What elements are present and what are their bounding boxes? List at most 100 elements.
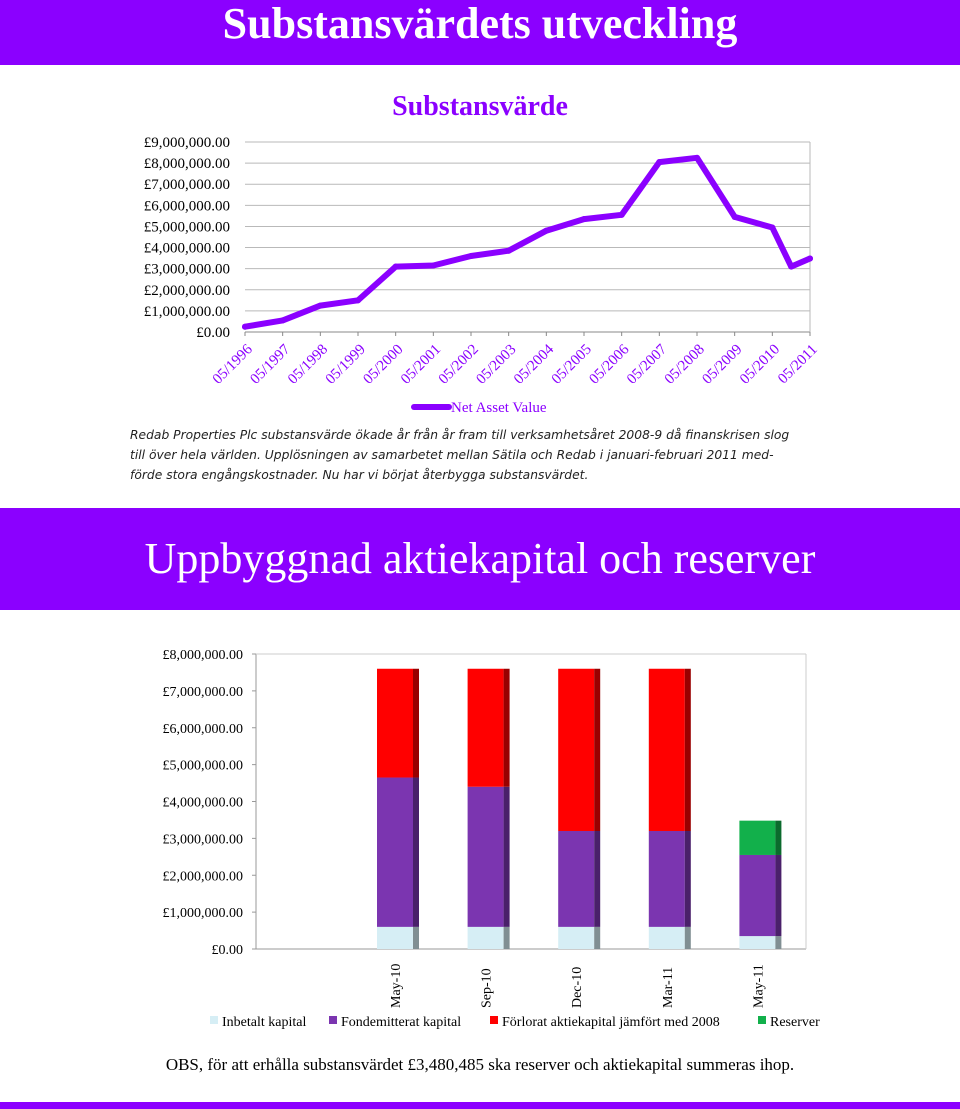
y-tick-label: £2,000,000.00 (163, 869, 244, 884)
bar-segment-side (413, 668, 419, 778)
x-tick-label: 05/2007 (624, 341, 670, 387)
bar-segment-side (775, 820, 782, 855)
data-point (543, 227, 550, 234)
bar-segment (467, 786, 504, 927)
bar-segment (648, 668, 685, 831)
data-point (355, 297, 361, 304)
bar-segment-side (775, 854, 782, 937)
y-tick-label: £3,000,000.00 (144, 262, 230, 278)
bar-segment (648, 831, 685, 927)
y-tick-label: £0.00 (196, 325, 230, 341)
chart-title: Substansvärde (392, 91, 568, 122)
y-tick-label: £5,000,000.00 (144, 219, 230, 235)
section-banner: Uppbyggnad aktiekapital och reserver (0, 508, 960, 610)
series-line-net-asset-value (242, 154, 813, 330)
bar-segment (739, 820, 776, 855)
y-tick-label: £2,000,000.00 (144, 283, 230, 299)
bar-segment-side (684, 831, 691, 927)
description-line-3: förde stora engångskostnader. Nu har vi … (130, 468, 589, 482)
x-tick-label: 05/2011 (775, 342, 821, 388)
note-text: OBS, för att erhålla substansvärdet £3,4… (165, 1055, 795, 1074)
bar-segment-side (503, 926, 510, 949)
bar-segment (377, 777, 413, 927)
x-tick-label: 05/2002 (436, 342, 482, 388)
x-tick-label: 05/2009 (699, 342, 745, 388)
y-tick-label: £1,000,000.00 (163, 906, 244, 921)
y-tick-label: £0.00 (212, 943, 244, 958)
data-point (769, 224, 776, 231)
x-tick-label: 05/2010 (737, 342, 783, 388)
data-point (505, 247, 512, 254)
bar-segment (467, 926, 504, 949)
x-tick-label: 05/2000 (360, 342, 406, 388)
x-tick-label: 05/1996 (210, 341, 256, 387)
bar-segment-side (684, 926, 691, 949)
x-tick-label: 05/2004 (511, 341, 557, 387)
x-tick-label: Sep-10 (480, 968, 495, 1008)
data-point (242, 323, 248, 330)
bar-segment (377, 926, 413, 949)
description-line-1: Redab Properties Plc substansvärde ökade… (130, 428, 790, 442)
bar-segment-side (413, 777, 419, 927)
bar-segment-side (684, 668, 691, 831)
x-tick-label: 05/2003 (473, 342, 519, 388)
bar-segment-side (413, 926, 419, 949)
y-tick-label: £5,000,000.00 (163, 759, 244, 774)
y-tick-label: £3,000,000.00 (163, 832, 244, 847)
data-point (279, 317, 286, 324)
data-point (656, 159, 663, 166)
bar-segment (558, 831, 595, 927)
legend-swatch (210, 1016, 218, 1024)
bar-segment-side (503, 668, 510, 787)
bar-segment (739, 936, 776, 949)
description-line-2: till över hela världen. Upplösningen av … (130, 448, 774, 462)
y-tick-label: £9,000,000.00 (144, 135, 230, 151)
header-banner: Substansvärdets utveckling (0, 0, 960, 65)
x-tick-label: Dec-10 (570, 967, 585, 1008)
bar-segment (558, 926, 595, 949)
bar-segment-side (775, 936, 782, 949)
data-point (807, 255, 813, 262)
legend-label: Fondemitterat kapital (341, 1015, 461, 1030)
data-point (694, 154, 700, 161)
legend-swatch (329, 1016, 337, 1024)
bar-segment-side (503, 786, 510, 927)
data-point (618, 211, 625, 218)
data-point (731, 213, 738, 220)
data-point (317, 302, 324, 309)
legend-label: Förlorat aktiekapital jämfört med 2008 (502, 1015, 720, 1030)
y-tick-label: £8,000,000.00 (163, 648, 244, 663)
bar-segment-side (594, 668, 601, 831)
y-tick-label: £7,000,000.00 (163, 685, 244, 700)
y-tick-label: £1,000,000.00 (144, 304, 230, 320)
x-tick-label: 05/2008 (662, 342, 708, 388)
legend-label: Inbetalt kapital (222, 1015, 306, 1030)
bar-segment (467, 668, 504, 787)
x-tick-label: 05/2006 (586, 341, 632, 387)
bar-segment (739, 854, 776, 937)
legend-label: Reserver (770, 1015, 820, 1030)
bar-segment-side (594, 831, 601, 927)
capital-bar-chart: £0.00 £1,000,000.00 £2,000,000.00 £3,000,00… (163, 648, 821, 1030)
x-tick-label: 05/1997 (247, 341, 293, 387)
y-tick-label: £4,000,000.00 (144, 241, 230, 257)
x-tick-label: Mar-11 (661, 967, 676, 1008)
bar-segment (558, 668, 595, 831)
x-tick-label: May-10 (389, 964, 404, 1008)
y-tick-label: £7,000,000.00 (144, 177, 230, 193)
x-tick-label: 05/1998 (285, 342, 331, 388)
y-tick-label: £8,000,000.00 (144, 156, 230, 172)
x-tick-label: May-11 (751, 964, 766, 1008)
x-tick-label: 05/2005 (549, 342, 595, 388)
y-tick-label: £6,000,000.00 (163, 722, 244, 737)
footer-bar (0, 1102, 960, 1109)
nav-line-chart: Substansvärde £0.00 £1,000,000.00 £2,000,00… (144, 91, 821, 416)
data-point (581, 216, 587, 223)
legend-label: Net Asset Value (451, 400, 547, 416)
x-tick-label: 05/1999 (323, 342, 369, 388)
data-point (788, 263, 795, 270)
section-title: Uppbyggnad aktiekapital och reserver (144, 534, 816, 583)
data-point (430, 262, 437, 269)
x-tick-label: 05/2001 (398, 342, 444, 388)
legend-swatch (758, 1016, 766, 1024)
